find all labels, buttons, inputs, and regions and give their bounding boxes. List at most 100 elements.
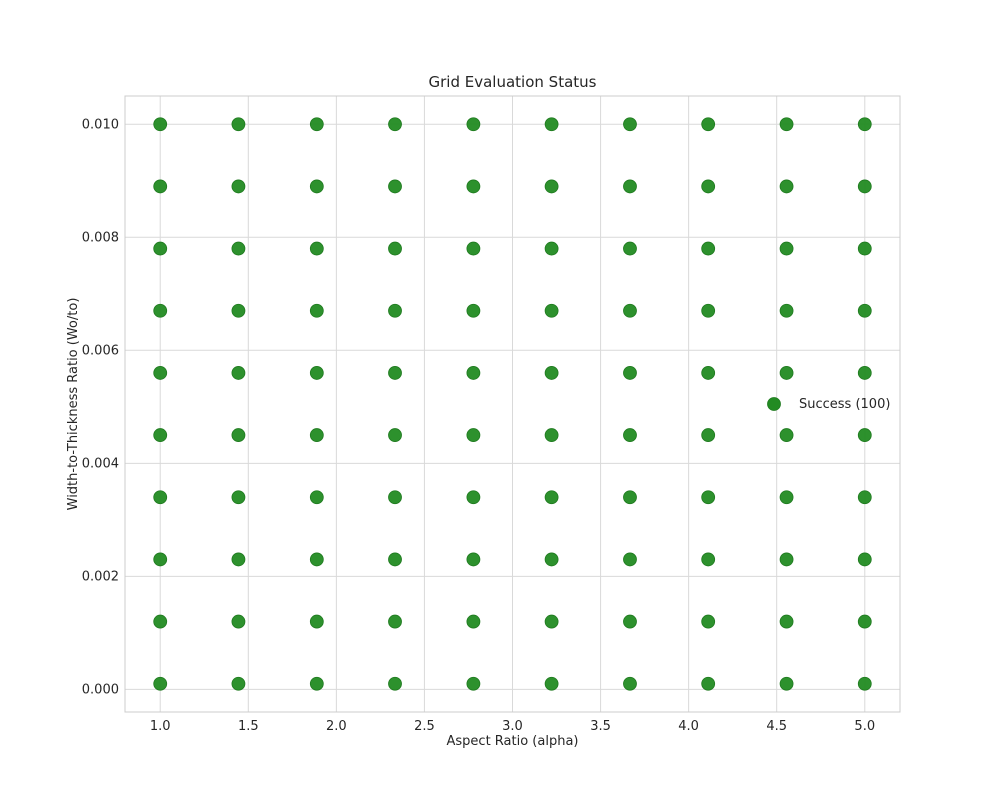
data-point xyxy=(623,303,637,318)
data-point xyxy=(857,179,872,194)
data-point xyxy=(231,676,246,691)
chart-title: Grid Evaluation Status xyxy=(429,73,597,91)
data-point xyxy=(309,366,324,380)
data-point xyxy=(857,676,872,691)
data-point xyxy=(466,117,481,132)
data-point xyxy=(779,179,794,194)
data-point xyxy=(779,303,794,318)
data-point xyxy=(388,490,402,505)
data-point xyxy=(309,179,324,194)
data-point xyxy=(623,552,637,567)
data-point xyxy=(779,241,794,256)
y-tick-label: 0.010 xyxy=(82,117,119,132)
data-point xyxy=(779,490,794,505)
data-point xyxy=(466,179,481,194)
data-point xyxy=(153,303,168,318)
data-point xyxy=(231,428,246,442)
data-point xyxy=(623,241,637,256)
data-point xyxy=(544,490,559,505)
data-point xyxy=(623,366,637,380)
data-point xyxy=(466,303,481,318)
data-point xyxy=(701,428,716,442)
x-tick-label: 3.5 xyxy=(590,719,611,734)
data-point xyxy=(701,117,716,132)
plot-frame xyxy=(124,95,901,713)
y-axis-label: Width-to-Thickness Ratio (Wo/to) xyxy=(66,298,81,511)
data-point xyxy=(544,179,559,194)
data-point xyxy=(701,366,716,380)
data-point xyxy=(231,552,246,567)
data-point xyxy=(309,303,324,318)
data-point xyxy=(466,241,481,256)
data-point xyxy=(153,241,168,256)
data-point xyxy=(466,552,481,567)
data-point xyxy=(388,303,402,318)
data-point xyxy=(153,490,168,505)
y-tick-label: 0.006 xyxy=(82,343,119,358)
data-point xyxy=(623,490,637,505)
data-point xyxy=(857,366,872,380)
x-tick-label: 5.0 xyxy=(854,719,875,734)
data-point xyxy=(231,614,246,629)
data-point xyxy=(153,179,168,194)
data-point xyxy=(388,428,402,442)
data-point xyxy=(309,614,324,629)
data-point xyxy=(779,676,794,691)
data-point xyxy=(309,241,324,256)
data-point xyxy=(779,552,794,567)
data-point xyxy=(153,614,168,629)
data-point xyxy=(309,490,324,505)
data-point xyxy=(466,366,481,380)
data-point xyxy=(231,179,246,194)
data-point xyxy=(153,552,168,567)
data-point xyxy=(779,366,794,380)
y-tick-label: 0.000 xyxy=(82,682,119,697)
data-point xyxy=(231,490,246,505)
data-point xyxy=(623,676,637,691)
data-point xyxy=(544,303,559,318)
data-point xyxy=(388,614,402,629)
x-axis-label: Aspect Ratio (alpha) xyxy=(447,734,579,749)
y-tick-label: 0.004 xyxy=(82,456,119,471)
y-tick-label: 0.002 xyxy=(82,569,119,584)
data-point xyxy=(623,614,637,629)
data-point xyxy=(544,676,559,691)
data-point xyxy=(779,428,794,442)
data-point xyxy=(544,552,559,567)
data-point xyxy=(701,241,716,256)
data-point xyxy=(857,303,872,318)
data-point xyxy=(544,117,559,132)
data-point xyxy=(857,241,872,256)
y-tick-labels: 0.000 0.002 0.004 0.006 0.008 0.010 xyxy=(82,117,119,697)
data-point xyxy=(153,676,168,691)
x-tick-labels: 1.0 1.5 2.0 2.5 3.0 3.5 4.0 4.5 5.0 xyxy=(150,719,875,734)
data-point xyxy=(388,241,402,256)
data-point xyxy=(231,117,246,132)
data-point xyxy=(388,676,402,691)
data-point xyxy=(153,117,168,132)
x-tick-label: 1.0 xyxy=(150,719,171,734)
data-point xyxy=(857,614,872,629)
data-point xyxy=(544,366,559,380)
x-tick-label: 4.5 xyxy=(766,719,787,734)
legend-label: Success (100) xyxy=(799,397,890,412)
data-point xyxy=(466,428,481,442)
data-point xyxy=(857,117,872,132)
data-point xyxy=(701,179,716,194)
data-point xyxy=(388,366,402,380)
data-point xyxy=(309,428,324,442)
data-point xyxy=(231,241,246,256)
legend: Success (100) xyxy=(767,397,890,412)
data-point xyxy=(701,490,716,505)
x-tick-label: 2.0 xyxy=(326,719,347,734)
data-point xyxy=(466,490,481,505)
data-point xyxy=(388,179,402,194)
data-point xyxy=(231,303,246,318)
data-point xyxy=(309,676,324,691)
data-point xyxy=(153,428,168,442)
data-point xyxy=(623,179,637,194)
data-point xyxy=(544,428,559,442)
data-point xyxy=(466,614,481,629)
